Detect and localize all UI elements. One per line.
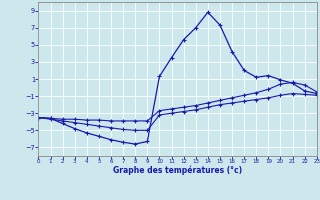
X-axis label: Graphe des températures (°c): Graphe des températures (°c) — [113, 166, 242, 175]
